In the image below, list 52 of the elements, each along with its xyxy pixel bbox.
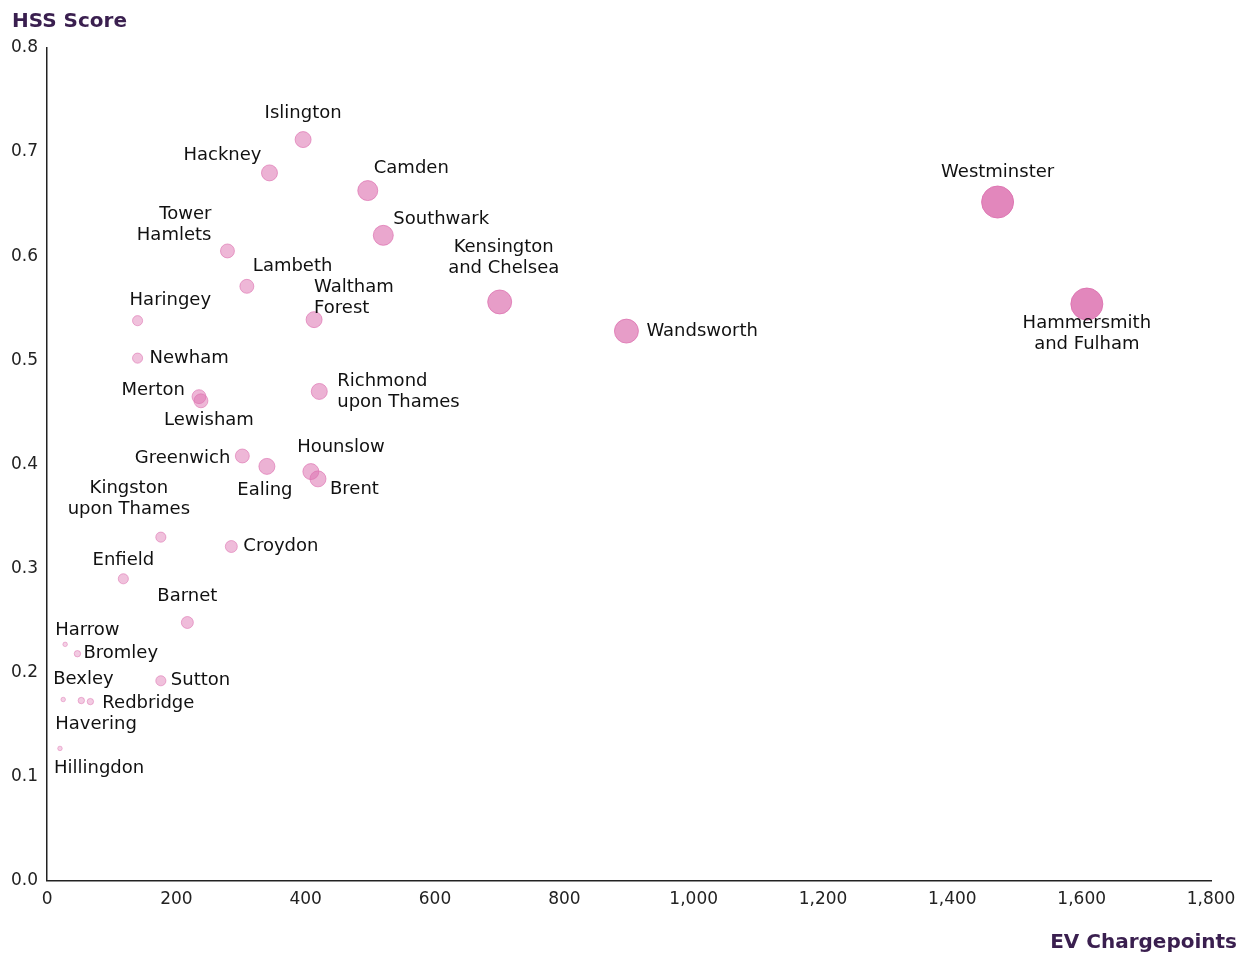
- annotation: Lewisham: [164, 408, 254, 430]
- annotation: Hounslow: [297, 435, 385, 457]
- x-tick-label: 0: [41, 888, 53, 909]
- annotation: Islington: [264, 101, 342, 123]
- y-tick-label: 0.2: [10, 660, 39, 681]
- annotation: Harrow: [55, 618, 120, 640]
- annotation: Camden: [373, 156, 449, 178]
- annotation: Kingston upon Thames: [67, 476, 191, 519]
- annotation: Ealing: [237, 478, 293, 500]
- y-tick-label: 0.6: [10, 244, 39, 265]
- y-tick-label: 0.1: [10, 764, 39, 785]
- y-tick-label: 0.0: [10, 869, 39, 890]
- annotation: Kensington and Chelsea: [448, 235, 560, 278]
- annotation: Hackney: [183, 142, 262, 164]
- annotation: Hillingdon: [53, 756, 145, 778]
- annotation: Westminster: [941, 159, 1055, 181]
- annotation: Sutton: [170, 668, 231, 690]
- x-tick-label: 800: [548, 888, 581, 909]
- annotation: Newham: [149, 345, 229, 367]
- x-tick-label: 1,400: [928, 888, 977, 909]
- annotation: Bromley: [83, 641, 159, 663]
- annotation: Bexley: [53, 667, 115, 689]
- annotation: Redbridge: [102, 691, 195, 713]
- y-tick-label: 0.7: [10, 140, 39, 161]
- annotation: Barnet: [157, 584, 218, 606]
- y-tick-label: 0.5: [10, 348, 39, 369]
- x-tick-label: 200: [160, 888, 193, 909]
- annotation: Hammersmith and Fulham: [1022, 311, 1152, 354]
- annotation: Croydon: [243, 534, 319, 556]
- x-tick-label: 600: [418, 888, 452, 909]
- annotation: Southwark: [393, 207, 490, 229]
- y-tick-label: 0.8: [10, 36, 39, 57]
- annotation: Greenwich: [134, 445, 231, 467]
- annotation: Havering: [55, 712, 137, 734]
- x-axis-title: EV Chargepoints: [1050, 929, 1237, 953]
- annotation: Merton: [121, 378, 185, 400]
- x-tick-label: 1,800: [1186, 888, 1236, 909]
- annotation: Wandsworth: [646, 318, 758, 340]
- annotation: Brent: [329, 476, 379, 498]
- y-tick-label: 0.3: [10, 556, 39, 577]
- annotation: Richmond upon Thames: [337, 368, 460, 411]
- x-tick-label: 1,600: [1057, 888, 1107, 909]
- y-axis-title: HSS Score: [12, 8, 128, 32]
- annotation: Waltham Forest: [314, 274, 394, 317]
- x-tick-label: 1,200: [798, 888, 848, 909]
- x-tick-label: 400: [289, 888, 322, 909]
- y-tick-label: 0.4: [10, 452, 39, 473]
- x-tick-label: 1,000: [669, 888, 719, 909]
- annotation: Haringey: [129, 288, 212, 310]
- annotation: Enfield: [92, 548, 155, 570]
- annotation: Lambeth: [252, 254, 333, 275]
- annotation: Tower Hamlets: [136, 202, 213, 245]
